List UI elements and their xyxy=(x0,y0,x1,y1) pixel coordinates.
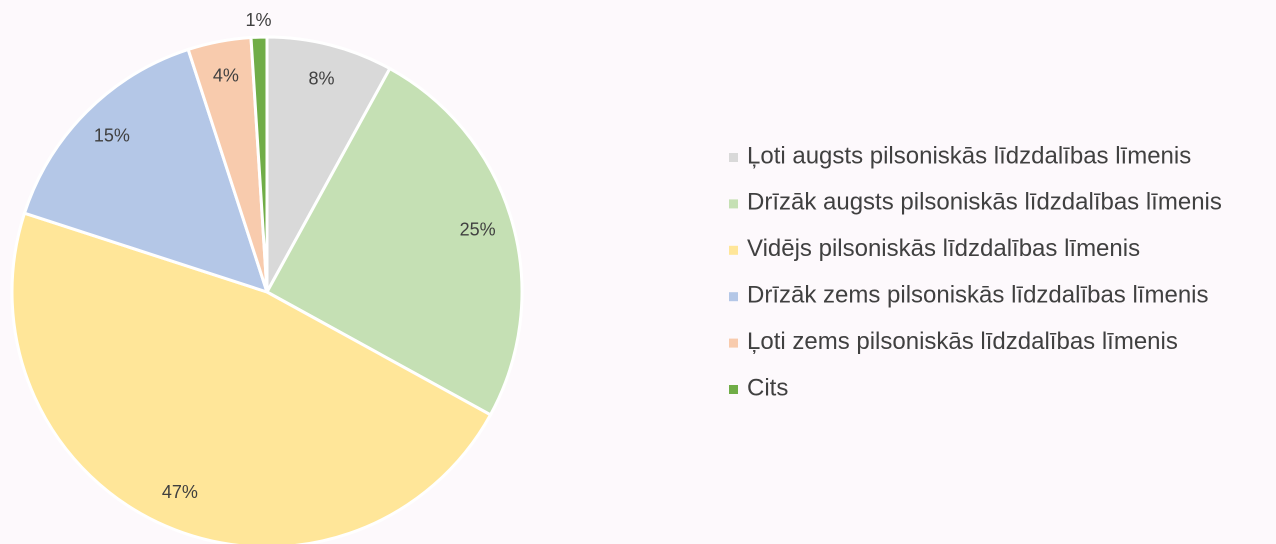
legend-label: Drīzāk zems pilsoniskās līdzdalības līme… xyxy=(747,282,1209,309)
pie-slice xyxy=(264,66,524,417)
pie-slice xyxy=(249,35,269,293)
legend-label: Drīzāk augsts pilsoniskās līdzdalības lī… xyxy=(747,189,1222,216)
legend-label: Cits xyxy=(747,374,788,401)
data-label: 15% xyxy=(94,126,130,146)
legend-swatch xyxy=(729,245,738,255)
legend-label: Ļoti augsts pilsoniskās līdzdalības līme… xyxy=(747,142,1191,169)
legend-swatch xyxy=(729,199,738,209)
data-label: 4% xyxy=(213,65,239,85)
legend-swatch xyxy=(729,385,738,394)
legend-swatch xyxy=(729,338,738,348)
pie-slice xyxy=(10,211,493,544)
data-label: 1% xyxy=(245,10,271,30)
data-label: 25% xyxy=(460,220,496,240)
legend-swatch xyxy=(729,153,738,162)
data-label: 47% xyxy=(162,482,198,502)
legend-swatch xyxy=(729,292,738,302)
legend-label: Vidējs pilsoniskās līdzdalības līmenis xyxy=(747,235,1140,262)
legend-label: Ļoti zems pilsoniskās līdzdalības līmeni… xyxy=(747,328,1178,355)
pie-slice xyxy=(265,35,392,293)
data-label: 8% xyxy=(309,68,335,88)
